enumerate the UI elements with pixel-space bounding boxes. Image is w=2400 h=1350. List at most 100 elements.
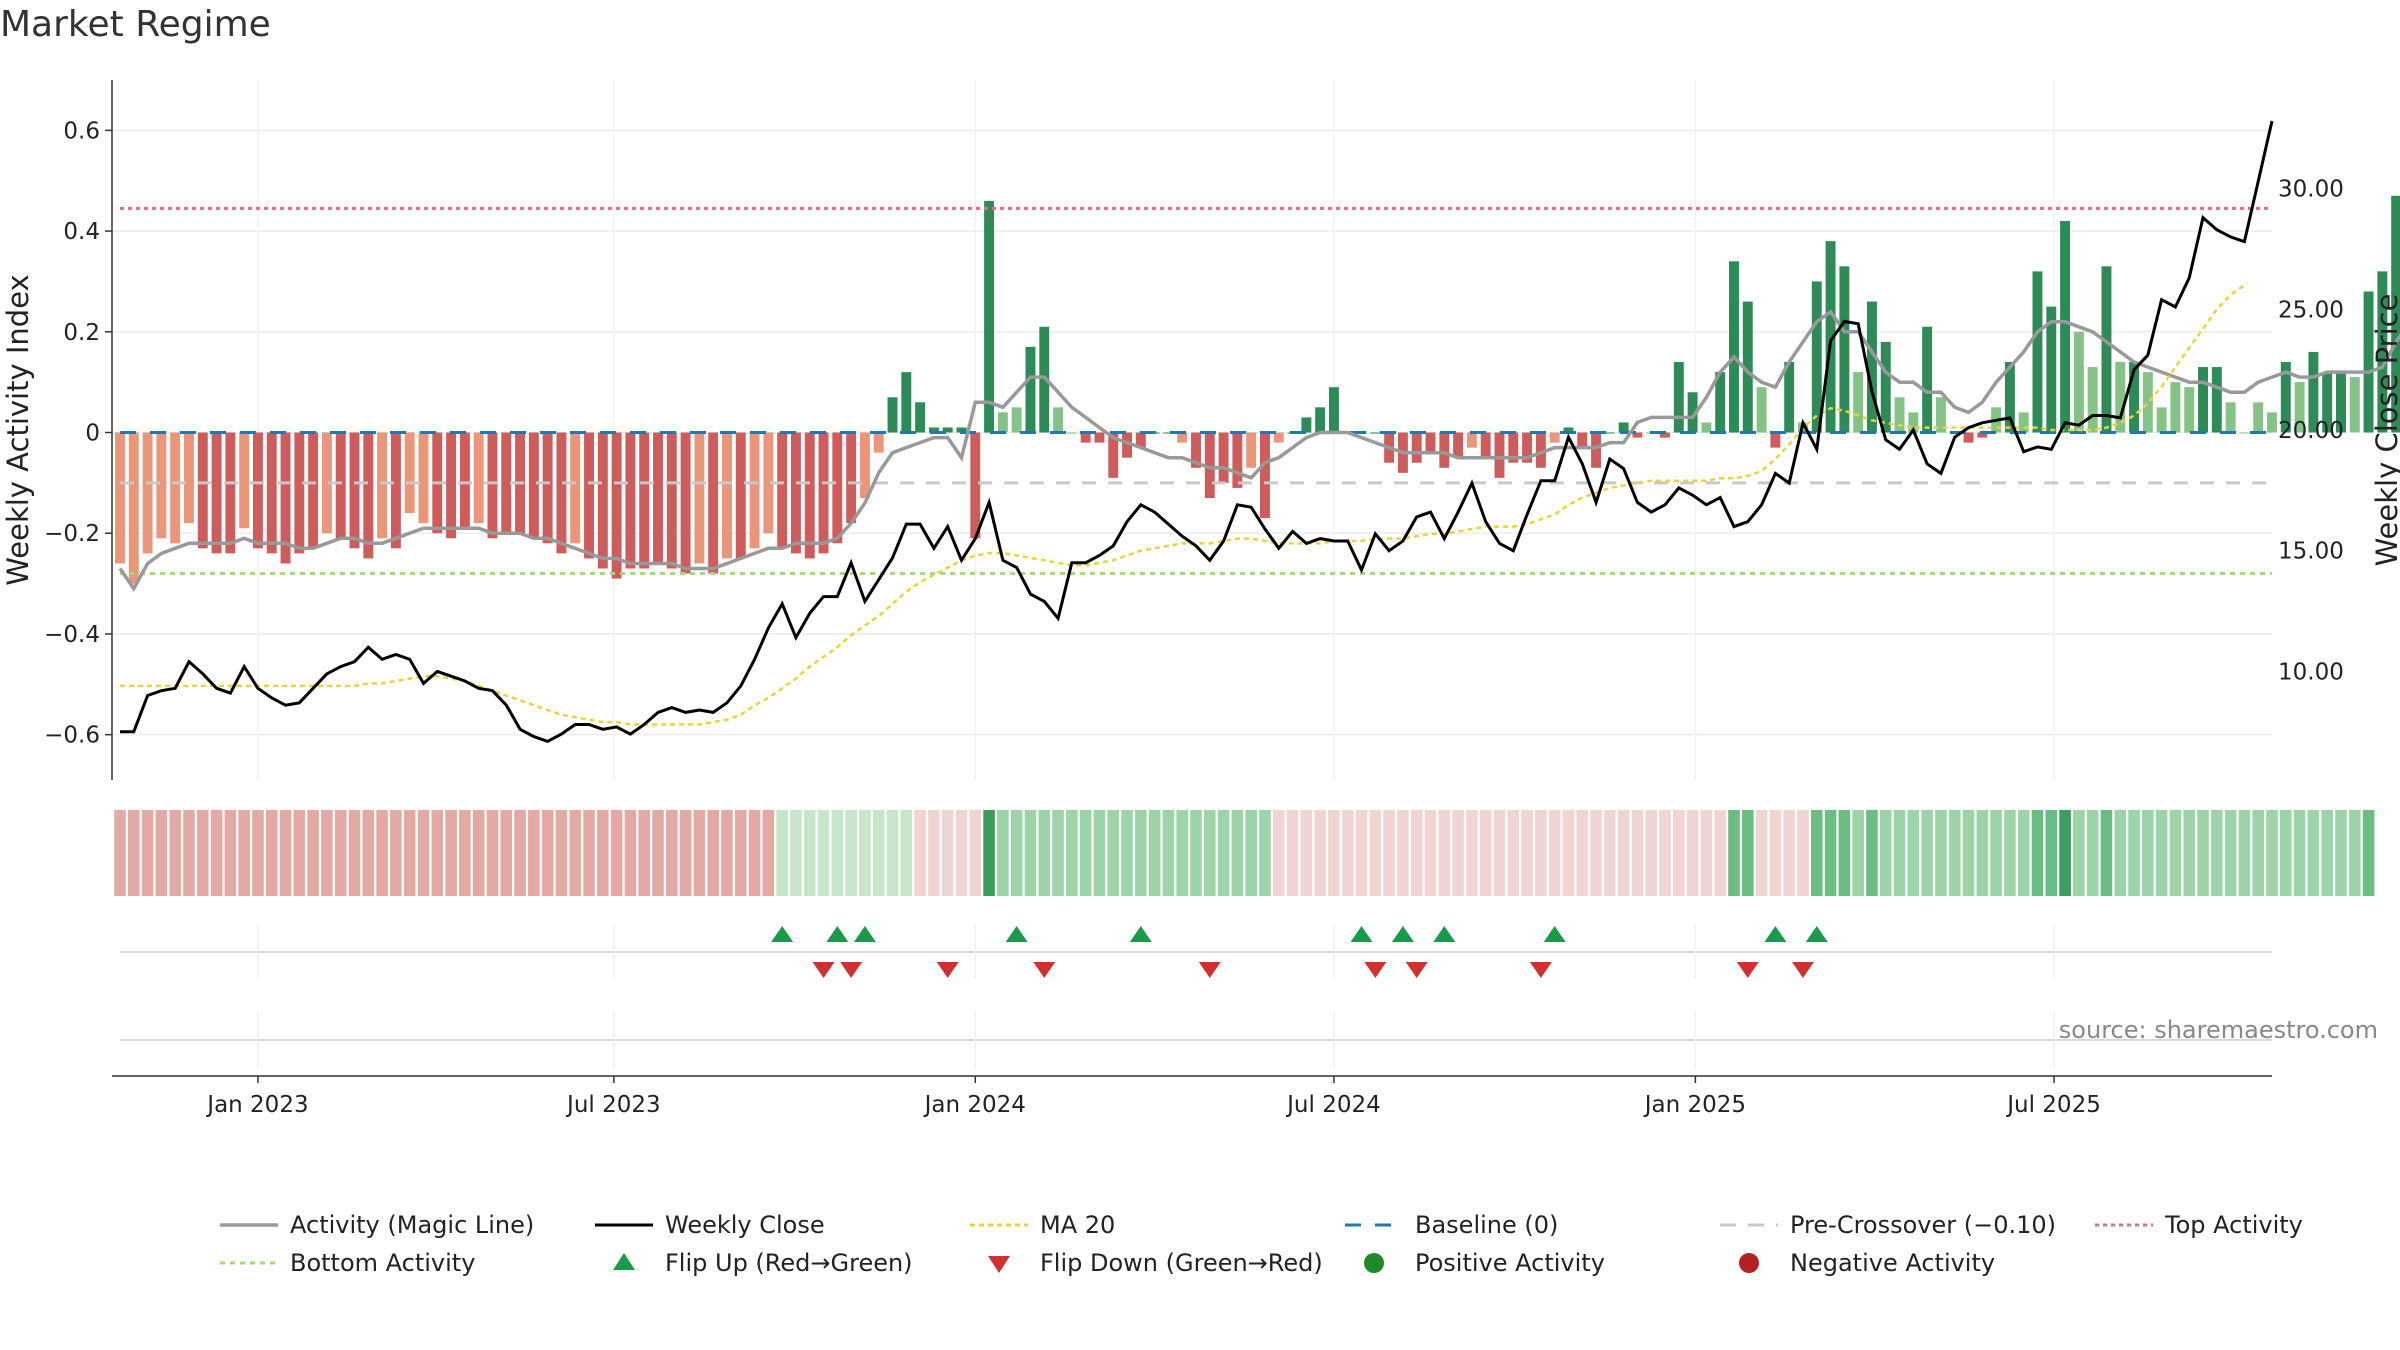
flip-up-marker (826, 926, 849, 942)
activity-bar (1687, 392, 1698, 433)
activity-bars (115, 195, 2400, 584)
activity-bar (1466, 432, 1477, 448)
activity-bar (584, 432, 594, 559)
flip-up-marker (1433, 926, 1456, 942)
legend-label: Positive Activity (1415, 1249, 1605, 1277)
y-tick-label: 0.4 (63, 219, 100, 245)
y2-axis-title: Weekly Close Price (2370, 294, 2400, 567)
activity-bar (2142, 372, 2153, 433)
activity-bar (1729, 261, 1739, 433)
regime-cell (1121, 810, 1133, 896)
regime-cell (693, 810, 706, 896)
activity-bar (1535, 432, 1546, 468)
flip-down-marker (1198, 962, 1221, 978)
legend-label: Top Activity (2164, 1211, 2303, 1239)
regime-cell (803, 810, 816, 896)
regime-cell (1659, 810, 1671, 896)
chart-title: Market Regime (0, 4, 271, 45)
activity-bar (1963, 432, 1974, 443)
regime-cell (1314, 810, 1326, 896)
legend-swatch (613, 1253, 635, 1270)
activity-bar (1549, 432, 1560, 443)
activity-bar (1660, 432, 1670, 438)
activity-bar (708, 432, 719, 574)
activity-bar (1508, 432, 1519, 463)
regime-cell (652, 810, 664, 896)
activity-bar (363, 432, 374, 559)
regime-cell (928, 810, 940, 896)
regime-cell (265, 810, 278, 896)
regime-cell (2059, 810, 2071, 896)
flip-up-marker (1764, 926, 1787, 942)
activity-bar (846, 432, 857, 524)
regime-cell (1742, 810, 1754, 896)
activity-bar (2253, 402, 2264, 433)
regime-cell (348, 810, 361, 896)
regime-cell (1548, 810, 1561, 896)
activity-bar (2018, 412, 2029, 433)
regime-cell (1507, 810, 1520, 896)
y2-tick-label: 20.00 (2278, 418, 2344, 444)
activity-bar (528, 432, 539, 539)
activity-bar (984, 200, 995, 433)
regime-cell (1369, 810, 1382, 896)
activity-bar (887, 397, 898, 433)
y2-tick-label: 25.00 (2278, 297, 2344, 323)
regime-cell (155, 810, 168, 896)
regime-cell (1921, 810, 1933, 896)
activity-bar (1453, 432, 1464, 458)
x-tick-label: Jan 2024 (923, 1092, 1026, 1118)
regime-cell (707, 810, 719, 896)
regime-cell (1521, 810, 1533, 896)
regime-cell (472, 810, 485, 896)
flip-down-marker (936, 962, 959, 978)
activity-bar (970, 432, 981, 539)
activity-bar (832, 432, 843, 544)
activity-bar (1853, 372, 1864, 433)
regime-cell (555, 810, 568, 896)
regime-cell (886, 810, 899, 896)
activity-bar (335, 432, 346, 539)
regime-cell (1355, 810, 1368, 896)
regime-cell (2155, 810, 2168, 896)
activity-bar (790, 432, 801, 554)
regime-cell (859, 810, 871, 896)
activity-bar (1439, 432, 1450, 468)
activity-bar (1218, 432, 1229, 483)
activity-bar (2087, 367, 2098, 433)
regime-cell (790, 810, 802, 896)
regime-cell (2031, 810, 2044, 896)
activity-bar (1108, 432, 1119, 478)
activity-bar (1908, 412, 1919, 433)
activity-bar (1591, 432, 1602, 468)
activity-bar (915, 402, 926, 433)
activity-bar (2363, 291, 2374, 433)
flip-down-marker (812, 962, 835, 978)
regime-cell (2293, 810, 2306, 896)
regime-cell (321, 810, 333, 896)
regime-cell (734, 810, 747, 896)
activity-bar (487, 432, 498, 539)
flip-up-marker (1391, 926, 1414, 942)
regime-cell (403, 810, 416, 896)
activity-bar (2225, 402, 2236, 433)
regime-cell (390, 810, 402, 896)
activity-bar (625, 432, 636, 569)
regime-cell (569, 810, 582, 896)
regime-cell (1576, 810, 1589, 896)
regime-cell (1493, 810, 1506, 896)
activity-bar (2170, 382, 2181, 433)
regime-strip (114, 810, 2375, 896)
regime-cell (141, 810, 154, 896)
regime-cell (1438, 810, 1451, 896)
x-tick-label: Jul 2023 (565, 1092, 661, 1118)
activity-bar (225, 432, 236, 554)
regime-cell (2335, 810, 2347, 896)
regime-cell (1852, 810, 1864, 896)
regime-cell (997, 810, 1009, 896)
activity-bar (1011, 407, 1022, 433)
x-tick-label: Jul 2024 (1285, 1092, 1381, 1118)
regime-cell (845, 810, 857, 896)
activity-bar (1053, 407, 1064, 433)
legend-label: Weekly Close (665, 1211, 825, 1239)
